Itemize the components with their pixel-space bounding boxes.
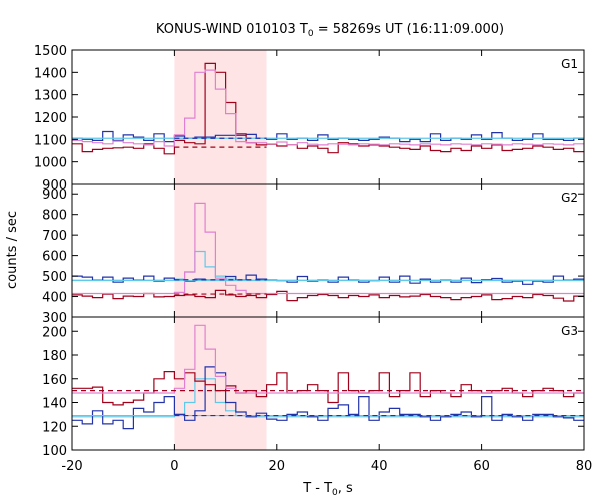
x-tick-label: 40	[371, 459, 388, 474]
y-tick-label: 800	[42, 209, 67, 224]
highlight-region-g3	[174, 317, 267, 450]
y-tick-label: 1100	[34, 133, 67, 148]
y-tick-label: 1400	[34, 66, 67, 81]
y-tick-label: 180	[42, 349, 67, 364]
y-tick-label: 200	[42, 325, 67, 340]
series-pink-g1	[72, 69, 584, 147]
plot-layer: 900100011001200130014001500G130040050060…	[34, 44, 592, 474]
panel-label-g2: G2	[561, 191, 578, 205]
panel-g3: 100 120 140 160 180 200 G3	[42, 316, 585, 459]
y-tick-label: 100	[42, 444, 67, 459]
highlight-region-g2	[174, 184, 267, 317]
series-blue-g1	[72, 130, 584, 143]
highlight-region-g1	[174, 50, 267, 184]
series-pink-g3	[72, 324, 584, 394]
panel-frame-g2	[71, 183, 585, 318]
y-tick-label: 1200	[34, 111, 67, 126]
y-tick-label: 900	[42, 178, 67, 193]
series-blue-g3	[72, 366, 584, 430]
series-dark-red-g1	[72, 62, 584, 155]
chart-title-subscript: 0	[308, 29, 314, 39]
x-tick-label: 0	[170, 459, 178, 474]
series-dark-red-g2	[72, 289, 584, 302]
y-tick-label: 120	[42, 420, 67, 435]
panel-frame-g3	[71, 316, 585, 451]
y-tick-label: 900	[42, 188, 67, 203]
chart-title-rest: = 58269s UT (16:11:09.000)	[314, 22, 504, 37]
y-tick-label: 1000	[34, 156, 67, 171]
series-dark-red-g3	[72, 371, 584, 406]
y-axis-title: counts / sec	[5, 211, 20, 289]
x-tick-label: 80	[576, 459, 593, 474]
y-tick-label: 160	[42, 373, 67, 388]
series-cyan-g3	[72, 378, 584, 418]
y-tick-label: 140	[42, 397, 67, 412]
panel-label-g3: G3	[561, 324, 578, 338]
y-tick-label: 300	[42, 311, 67, 326]
y-tick-label: 700	[42, 229, 67, 244]
panel-g1: 900 1000 1100 1200 1300 1400 1500 G1	[34, 44, 585, 193]
series-blue-g2	[72, 274, 584, 285]
x-axis-title-subscript: 0	[332, 488, 338, 498]
x-axis-title: T - T0, s	[302, 481, 353, 498]
panel-frame-g1	[71, 49, 585, 185]
chart-title-main: KONUS-WIND 010103 T	[156, 22, 308, 37]
x-tick-label: 20	[269, 459, 286, 474]
panel-g2: 300 400 500 600 700 800 900 G2	[42, 183, 585, 326]
y-tick-label: 500	[42, 270, 67, 285]
y-tick-label: 600	[42, 250, 67, 265]
y-tick-label: 1300	[34, 89, 67, 104]
series-pink-g2	[72, 202, 584, 295]
chart-title: KONUS-WIND 010103 T0 = 58269s UT (16:11:…	[156, 22, 504, 39]
y-tick-label: 1500	[34, 44, 67, 59]
panel-label-g1: G1	[561, 57, 578, 71]
x-axis-title-rest: , s	[338, 481, 353, 496]
x-tick-label: 60	[473, 459, 490, 474]
x-axis-title-main: T - T	[302, 481, 332, 496]
x-tick-label: -20	[61, 459, 82, 474]
y-tick-label: 400	[42, 291, 67, 306]
